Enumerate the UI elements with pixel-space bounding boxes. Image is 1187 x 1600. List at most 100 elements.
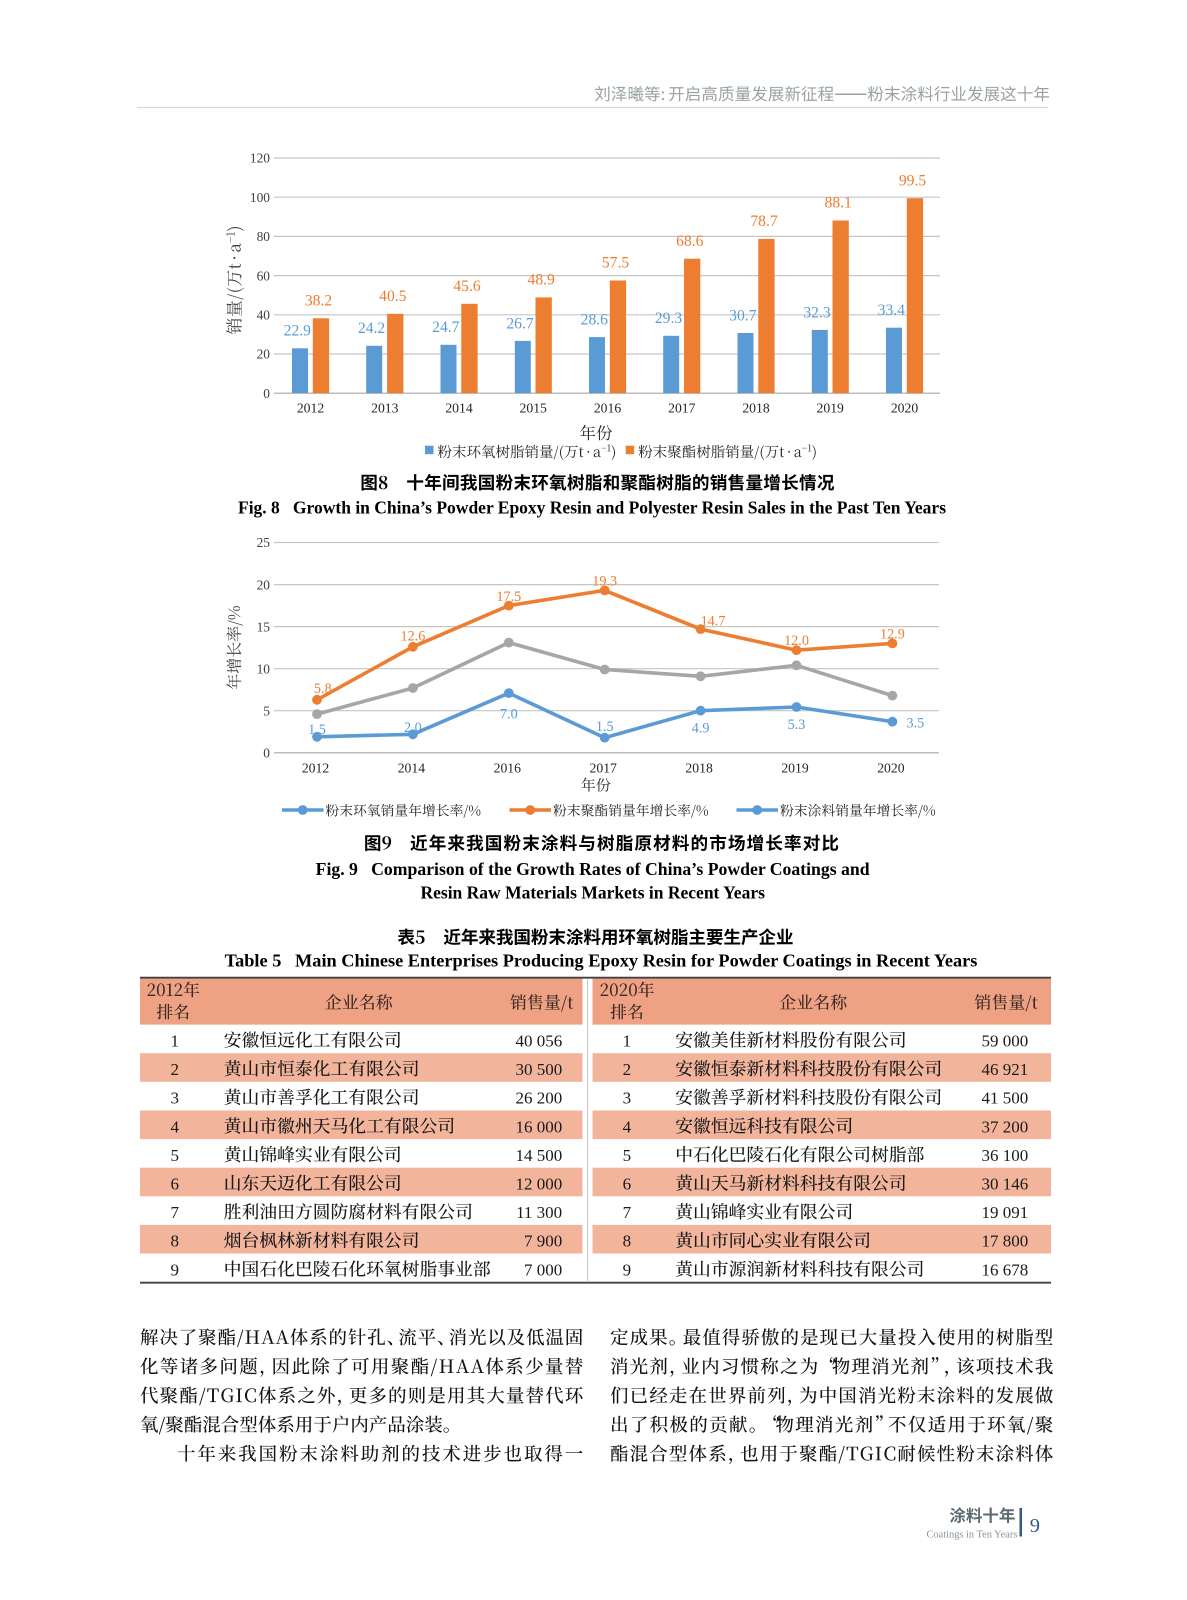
svg-text:12.6: 12.6 <box>400 629 425 645</box>
svg-text:1: 1 <box>623 1031 632 1050</box>
svg-text:57.5: 57.5 <box>602 255 629 272</box>
svg-text:2017: 2017 <box>668 401 696 416</box>
svg-text:2019: 2019 <box>817 401 845 416</box>
svg-text:8: 8 <box>171 1232 180 1251</box>
svg-text:40 056: 40 056 <box>515 1031 562 1050</box>
svg-text:2014: 2014 <box>445 401 473 416</box>
svg-text:7.0: 7.0 <box>500 707 518 723</box>
svg-text:41 500: 41 500 <box>982 1089 1029 1108</box>
svg-text:120: 120 <box>250 151 270 166</box>
svg-text:Fig. 9 Comparison of the Gro: Fig. 9 Comparison of the Growth Rates of… <box>316 859 870 879</box>
svg-text:24.7: 24.7 <box>432 319 459 336</box>
svg-text:60: 60 <box>257 268 271 283</box>
svg-text:78.7: 78.7 <box>750 213 777 230</box>
svg-text:2015: 2015 <box>520 401 548 416</box>
svg-text:7 000: 7 000 <box>524 1260 562 1279</box>
svg-text:33.4: 33.4 <box>878 302 905 319</box>
svg-text:45.6: 45.6 <box>453 278 480 295</box>
svg-text:0: 0 <box>263 746 270 761</box>
svg-text:4.9: 4.9 <box>692 721 710 737</box>
svg-text:7: 7 <box>171 1203 180 1222</box>
svg-text:2014: 2014 <box>398 761 426 776</box>
svg-text:38.2: 38.2 <box>305 293 332 310</box>
svg-text:20: 20 <box>257 577 271 592</box>
svg-text:4: 4 <box>623 1117 632 1136</box>
svg-text:Coatings in Ten Years: Coatings in Ten Years <box>927 1530 1018 1541</box>
svg-text:68.6: 68.6 <box>676 233 703 250</box>
svg-text:46 921: 46 921 <box>982 1060 1029 1079</box>
svg-text:12.0: 12.0 <box>784 633 809 649</box>
svg-text:2013: 2013 <box>371 401 399 416</box>
svg-text:7 900: 7 900 <box>524 1232 562 1251</box>
svg-text:20: 20 <box>257 347 271 362</box>
svg-text:Table 5 Main Chinese Enterpr: Table 5 Main Chinese Enterprises Produci… <box>225 951 978 971</box>
svg-text:40: 40 <box>257 308 271 323</box>
svg-text:12 000: 12 000 <box>515 1175 562 1194</box>
svg-text:2016: 2016 <box>594 401 622 416</box>
svg-text:2018: 2018 <box>685 761 713 776</box>
svg-text:25: 25 <box>257 535 271 550</box>
svg-text:2020: 2020 <box>891 401 919 416</box>
svg-text:28.6: 28.6 <box>581 312 608 329</box>
svg-text:29.3: 29.3 <box>655 310 682 327</box>
svg-text:22.9: 22.9 <box>284 323 311 340</box>
svg-text:12.9: 12.9 <box>880 627 905 643</box>
svg-text:3.5: 3.5 <box>907 716 925 732</box>
svg-text:2017: 2017 <box>590 761 618 776</box>
svg-text:2018: 2018 <box>742 401 770 416</box>
svg-text:2.0: 2.0 <box>404 720 422 736</box>
svg-text:30 146: 30 146 <box>982 1175 1029 1194</box>
svg-text:5.3: 5.3 <box>788 717 806 733</box>
svg-text:48.9: 48.9 <box>528 272 555 289</box>
svg-text:5: 5 <box>623 1146 632 1165</box>
svg-text:8: 8 <box>623 1232 632 1251</box>
svg-text:17.5: 17.5 <box>496 589 521 605</box>
svg-text:2012: 2012 <box>297 401 325 416</box>
svg-text:Fig. 8 Growth in China’s Pow: Fig. 8 Growth in China’s Powder Epoxy Re… <box>238 498 946 518</box>
svg-text:2020: 2020 <box>877 761 905 776</box>
svg-text:7: 7 <box>623 1203 632 1222</box>
svg-text:5.8: 5.8 <box>314 681 332 697</box>
svg-text:14 500: 14 500 <box>515 1146 562 1165</box>
svg-text:3: 3 <box>623 1089 632 1108</box>
svg-text:6: 6 <box>623 1175 632 1194</box>
svg-text:5: 5 <box>263 703 270 718</box>
svg-text:14.7: 14.7 <box>701 613 726 629</box>
svg-text:9: 9 <box>1030 1515 1040 1537</box>
svg-text:32.3: 32.3 <box>803 304 830 321</box>
svg-text:24.2: 24.2 <box>358 320 385 337</box>
svg-text:26 200: 26 200 <box>515 1089 562 1108</box>
svg-text:2: 2 <box>623 1060 632 1079</box>
svg-text:6: 6 <box>171 1175 180 1194</box>
svg-text:17 800: 17 800 <box>982 1232 1029 1251</box>
svg-text:80: 80 <box>257 229 271 244</box>
svg-text:37 200: 37 200 <box>982 1117 1029 1136</box>
svg-text:16 000: 16 000 <box>515 1117 562 1136</box>
svg-text:100: 100 <box>250 190 270 205</box>
svg-text:4: 4 <box>171 1117 180 1136</box>
svg-text:10: 10 <box>257 661 271 676</box>
svg-text:40.5: 40.5 <box>379 288 406 305</box>
svg-text:2016: 2016 <box>494 761 522 776</box>
svg-text:26.7: 26.7 <box>506 315 533 332</box>
svg-text:5: 5 <box>171 1146 180 1165</box>
svg-text:99.5: 99.5 <box>899 172 926 189</box>
svg-text:2012: 2012 <box>302 761 330 776</box>
svg-text:9: 9 <box>623 1260 632 1279</box>
svg-text:2019: 2019 <box>781 761 809 776</box>
svg-text:1: 1 <box>171 1031 180 1050</box>
svg-text:2: 2 <box>171 1060 180 1079</box>
svg-text:Resin Raw Materials Markets in: Resin Raw Materials Markets in Recent Ye… <box>420 883 765 903</box>
svg-text:11 300: 11 300 <box>516 1203 562 1222</box>
svg-text:9: 9 <box>171 1260 180 1279</box>
svg-text:19.3: 19.3 <box>592 573 617 589</box>
svg-text:0: 0 <box>263 386 270 401</box>
svg-text:1.5: 1.5 <box>596 719 614 735</box>
svg-text:30.7: 30.7 <box>729 307 756 324</box>
svg-text:16 678: 16 678 <box>982 1260 1029 1279</box>
svg-text:3: 3 <box>171 1089 180 1108</box>
svg-text:88.1: 88.1 <box>825 195 852 212</box>
svg-text:15: 15 <box>257 619 271 634</box>
svg-text:30 500: 30 500 <box>515 1060 562 1079</box>
svg-text:59 000: 59 000 <box>982 1031 1029 1050</box>
